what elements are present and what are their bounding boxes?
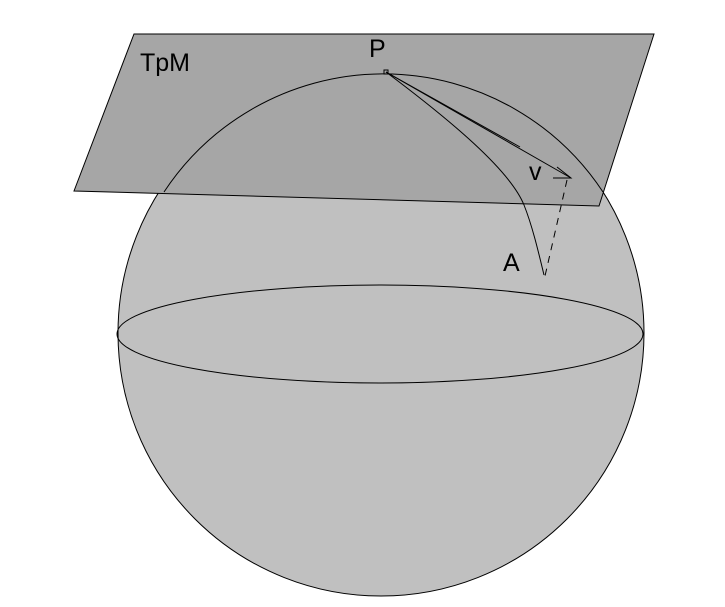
exponential-map-dashed-line — [544, 179, 568, 277]
geodesic-curve — [385, 71, 545, 276]
vector-arrowhead — [553, 166, 573, 179]
tangent-plane — [73, 33, 655, 207]
equator — [116, 284, 644, 384]
point-a-label: A — [503, 249, 520, 277]
point-p-label: P — [369, 35, 386, 63]
tangent-plane-label: TpM — [140, 49, 190, 77]
point-p-marker — [383, 69, 389, 75]
vector-v-label: v — [529, 158, 542, 186]
projection-line — [385, 71, 521, 148]
